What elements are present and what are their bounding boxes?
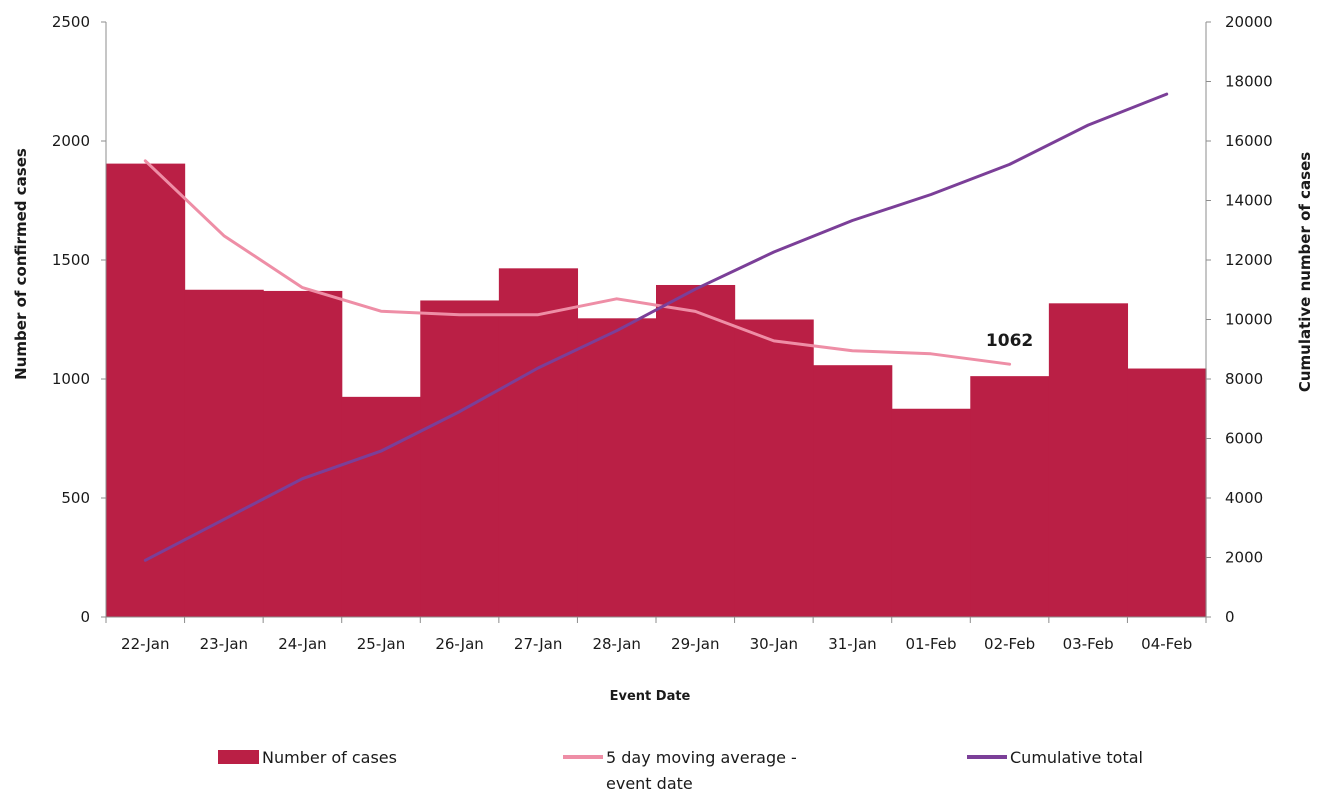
bar-28-Jan: [577, 318, 657, 617]
x-tick-label: 02-Feb: [984, 635, 1035, 653]
bar-25-Jan: [341, 396, 421, 617]
right-axis-title: Cumulative number of cases: [1296, 152, 1314, 392]
series-line-1: [143, 159, 1012, 366]
right-tick-label: 20000: [1225, 13, 1273, 31]
bar-27-Jan: [498, 268, 579, 617]
legend-label-moving-average-line2: event date: [606, 774, 693, 793]
bar-26-Jan: [420, 300, 500, 617]
bar-22-Jan: [106, 163, 186, 618]
x-tick-label: 31-Jan: [828, 635, 876, 653]
left-tick-label: 1500: [52, 251, 90, 269]
series-line-2: [143, 92, 1169, 562]
right-tick-label: 14000: [1225, 192, 1273, 210]
left-tick-label: 1000: [52, 370, 90, 388]
right-tick-label: 18000: [1225, 73, 1273, 91]
bar-series: [106, 163, 1207, 618]
x-tick-label: 25-Jan: [357, 635, 405, 653]
right-tick-label: 6000: [1225, 430, 1263, 448]
right-tick-label: 2000: [1225, 549, 1263, 567]
right-tick-label: 10000: [1225, 311, 1273, 329]
annotations: 1062: [986, 331, 1033, 351]
x-tick-label: 01-Feb: [905, 635, 956, 653]
bar-29-Jan: [656, 284, 736, 617]
left-tick-label: 500: [61, 489, 90, 507]
x-tick-label: 26-Jan: [435, 635, 483, 653]
line-series: [143, 92, 1169, 562]
left-tick-label: 2500: [52, 13, 90, 31]
x-tick-label: 03-Feb: [1063, 635, 1114, 653]
right-tick-label: 4000: [1225, 489, 1263, 507]
legend-label-cumulative: Cumulative total: [1010, 748, 1143, 767]
left-axis-ticks: 0 500 1000 1500 2000 2500: [52, 13, 106, 626]
bar-02-Feb: [970, 376, 1050, 617]
bar-04-Feb: [1127, 368, 1207, 617]
legend-label-cases: Number of cases: [262, 748, 397, 767]
data-label: 1062: [986, 331, 1033, 351]
x-axis-ticks: 22-Jan 23-Jan 24-Jan 25-Jan 26-Jan 27-Jan 28-J…: [105, 617, 1207, 653]
right-tick-label: 8000: [1225, 370, 1263, 388]
left-axis-title: Number of confirmed cases: [12, 148, 30, 380]
x-tick-label: 24-Jan: [278, 635, 326, 653]
x-tick-label: 29-Jan: [671, 635, 719, 653]
x-tick-label: 04-Feb: [1141, 635, 1192, 653]
left-tick-label: 2000: [52, 132, 90, 150]
x-tick-label: 22-Jan: [121, 635, 169, 653]
bar-30-Jan: [734, 319, 814, 617]
right-tick-label: 16000: [1225, 132, 1273, 150]
legend-swatch-cases: [218, 750, 259, 764]
x-tick-label: 27-Jan: [514, 635, 562, 653]
legend-label-moving-average: 5 day moving average -: [606, 748, 797, 767]
right-axis-ticks: 0 2000 4000 6000 8000 10000 12000 14000 16000 180…: [1206, 13, 1273, 626]
bar-01-Feb: [891, 408, 971, 617]
x-tick-label: 23-Jan: [200, 635, 248, 653]
bar-03-Feb: [1048, 303, 1129, 617]
legend: Number of cases 5 day moving average - e…: [218, 748, 1143, 793]
x-tick-label: 28-Jan: [592, 635, 640, 653]
bar-24-Jan: [263, 290, 343, 617]
bar-31-Jan: [813, 365, 893, 617]
right-tick-label: 12000: [1225, 251, 1273, 269]
x-tick-label: 30-Jan: [750, 635, 798, 653]
right-tick-label: 0: [1225, 608, 1235, 626]
x-axis-title: Event Date: [610, 689, 691, 704]
bar-23-Jan: [184, 289, 264, 617]
left-tick-label: 0: [80, 608, 90, 626]
